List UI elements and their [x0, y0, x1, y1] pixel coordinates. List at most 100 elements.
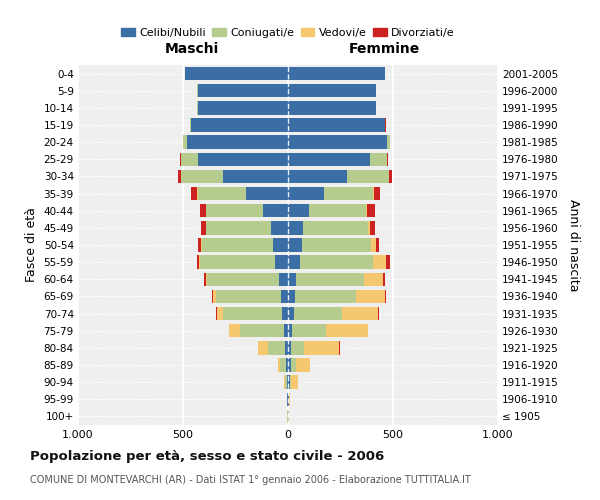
Bar [183, 136, 187, 149]
Bar [284, 376, 285, 389]
Bar [206, 204, 263, 218]
Text: Maschi: Maschi [164, 42, 218, 56]
Bar [274, 238, 288, 252]
Bar [288, 136, 387, 149]
Bar [288, 392, 289, 406]
Bar [263, 204, 288, 218]
Text: Femmine: Femmine [349, 42, 420, 56]
Bar [181, 170, 223, 183]
Bar [202, 221, 206, 234]
Bar [190, 118, 191, 132]
Bar [268, 341, 285, 354]
Bar [288, 221, 303, 234]
Bar [288, 187, 324, 200]
Bar [187, 136, 288, 149]
Bar [191, 187, 197, 200]
Bar [373, 256, 386, 269]
Bar [367, 204, 375, 218]
Bar [206, 272, 207, 286]
Y-axis label: Anni di nascita: Anni di nascita [567, 198, 580, 291]
Bar [370, 152, 387, 166]
Bar [214, 290, 215, 303]
Bar [202, 238, 274, 252]
Bar [271, 221, 288, 234]
Bar [185, 67, 288, 80]
Y-axis label: Fasce di età: Fasce di età [25, 208, 38, 282]
Bar [288, 358, 290, 372]
Bar [288, 101, 376, 114]
Bar [288, 376, 290, 389]
Bar [198, 187, 246, 200]
Bar [356, 290, 385, 303]
Bar [178, 170, 181, 183]
Bar [277, 358, 280, 372]
Bar [240, 324, 284, 338]
Bar [284, 324, 288, 338]
Bar [347, 170, 389, 183]
Bar [212, 290, 214, 303]
Bar [368, 221, 370, 234]
Bar [215, 290, 281, 303]
Bar [223, 170, 288, 183]
Bar [281, 290, 288, 303]
Bar [326, 324, 368, 338]
Text: Popolazione per età, sesso e stato civile - 2006: Popolazione per età, sesso e stato civil… [30, 450, 384, 463]
Bar [383, 272, 385, 286]
Legend: Celibi/Nubili, Coniugati/e, Vedovi/e, Divorziati/e: Celibi/Nubili, Coniugati/e, Vedovi/e, Di… [117, 24, 459, 42]
Bar [385, 290, 386, 303]
Bar [286, 358, 288, 372]
Bar [287, 376, 288, 389]
Bar [282, 307, 288, 320]
Bar [288, 118, 385, 132]
Bar [197, 256, 199, 269]
Bar [295, 290, 356, 303]
Bar [292, 376, 298, 389]
Bar [223, 307, 282, 320]
Bar [296, 272, 364, 286]
Bar [288, 256, 299, 269]
Bar [201, 238, 202, 252]
Bar [288, 84, 376, 98]
Bar [181, 152, 198, 166]
Bar [366, 204, 367, 218]
Bar [378, 307, 379, 320]
Bar [229, 324, 240, 338]
Bar [206, 221, 271, 234]
Bar [303, 221, 368, 234]
Bar [198, 152, 288, 166]
Bar [290, 376, 292, 389]
Bar [198, 238, 201, 252]
Bar [204, 272, 206, 286]
Bar [342, 307, 378, 320]
Bar [374, 187, 380, 200]
Bar [207, 272, 278, 286]
Bar [289, 392, 290, 406]
Bar [299, 256, 373, 269]
Bar [191, 118, 288, 132]
Bar [302, 238, 371, 252]
Bar [288, 307, 294, 320]
Bar [288, 290, 295, 303]
Bar [292, 324, 326, 338]
Bar [288, 67, 385, 80]
Bar [386, 256, 390, 269]
Bar [275, 256, 288, 269]
Bar [200, 204, 206, 218]
Bar [288, 204, 309, 218]
Bar [294, 307, 342, 320]
Bar [198, 101, 288, 114]
Bar [290, 358, 296, 372]
Bar [285, 376, 287, 389]
Bar [389, 170, 392, 183]
Bar [309, 204, 366, 218]
Bar [198, 84, 288, 98]
Bar [246, 187, 288, 200]
Bar [199, 256, 200, 269]
Bar [288, 272, 296, 286]
Bar [373, 187, 374, 200]
Bar [387, 136, 390, 149]
Bar [324, 187, 373, 200]
Bar [200, 256, 275, 269]
Bar [364, 272, 383, 286]
Bar [376, 238, 379, 252]
